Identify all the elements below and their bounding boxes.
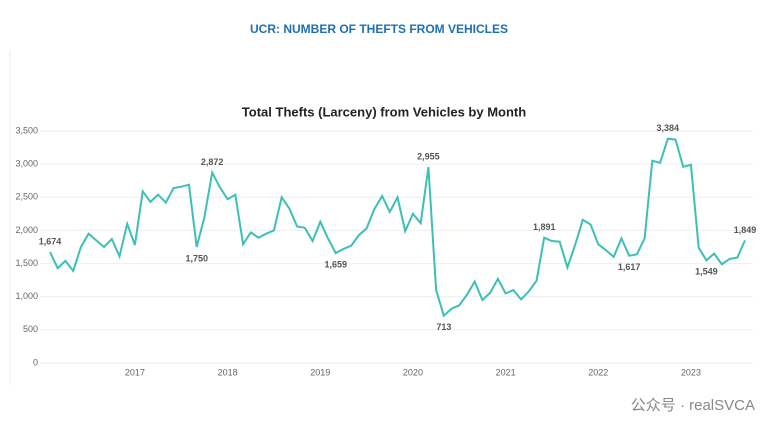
value-label: 2,955 bbox=[417, 152, 440, 162]
x-tick-label: 2019 bbox=[310, 367, 330, 377]
x-tick-label: 2022 bbox=[588, 367, 608, 377]
x-tick-label: 2018 bbox=[218, 367, 238, 377]
y-tick-label: 500 bbox=[23, 324, 38, 334]
x-tick-label: 2023 bbox=[681, 367, 701, 377]
x-tick-label: 2021 bbox=[496, 367, 516, 377]
value-label: 1,659 bbox=[324, 259, 347, 269]
y-tick-label: 3,500 bbox=[15, 125, 38, 135]
value-label: 3,384 bbox=[657, 123, 680, 133]
y-tick-label: 1,500 bbox=[15, 258, 38, 268]
value-label: 1,674 bbox=[39, 236, 62, 246]
series-line bbox=[49, 137, 746, 318]
value-label: 1,549 bbox=[695, 267, 718, 277]
value-label: 1,617 bbox=[618, 262, 641, 272]
value-label: 1,750 bbox=[185, 253, 208, 263]
value-label: 1,891 bbox=[533, 222, 556, 232]
value-label: 713 bbox=[436, 322, 451, 332]
y-tick-label: 1,000 bbox=[15, 291, 38, 301]
x-tick-label: 2020 bbox=[403, 367, 423, 377]
value-label: 2,872 bbox=[201, 157, 224, 167]
chart-title: Total Thefts (Larceny) from Vehicles by … bbox=[242, 104, 526, 119]
y-tick-label: 0 bbox=[33, 357, 38, 367]
y-tick-label: 3,000 bbox=[15, 159, 38, 169]
y-tick-label: 2,000 bbox=[15, 225, 38, 235]
value-label: 1,849 bbox=[734, 225, 757, 235]
y-tick-label: 2,500 bbox=[15, 192, 38, 202]
header-title: UCR: NUMBER OF THEFTS FROM VEHICLES bbox=[250, 22, 508, 36]
watermark: 公众号 · realSVCA bbox=[631, 397, 755, 414]
x-tick-label: 2017 bbox=[125, 367, 145, 377]
